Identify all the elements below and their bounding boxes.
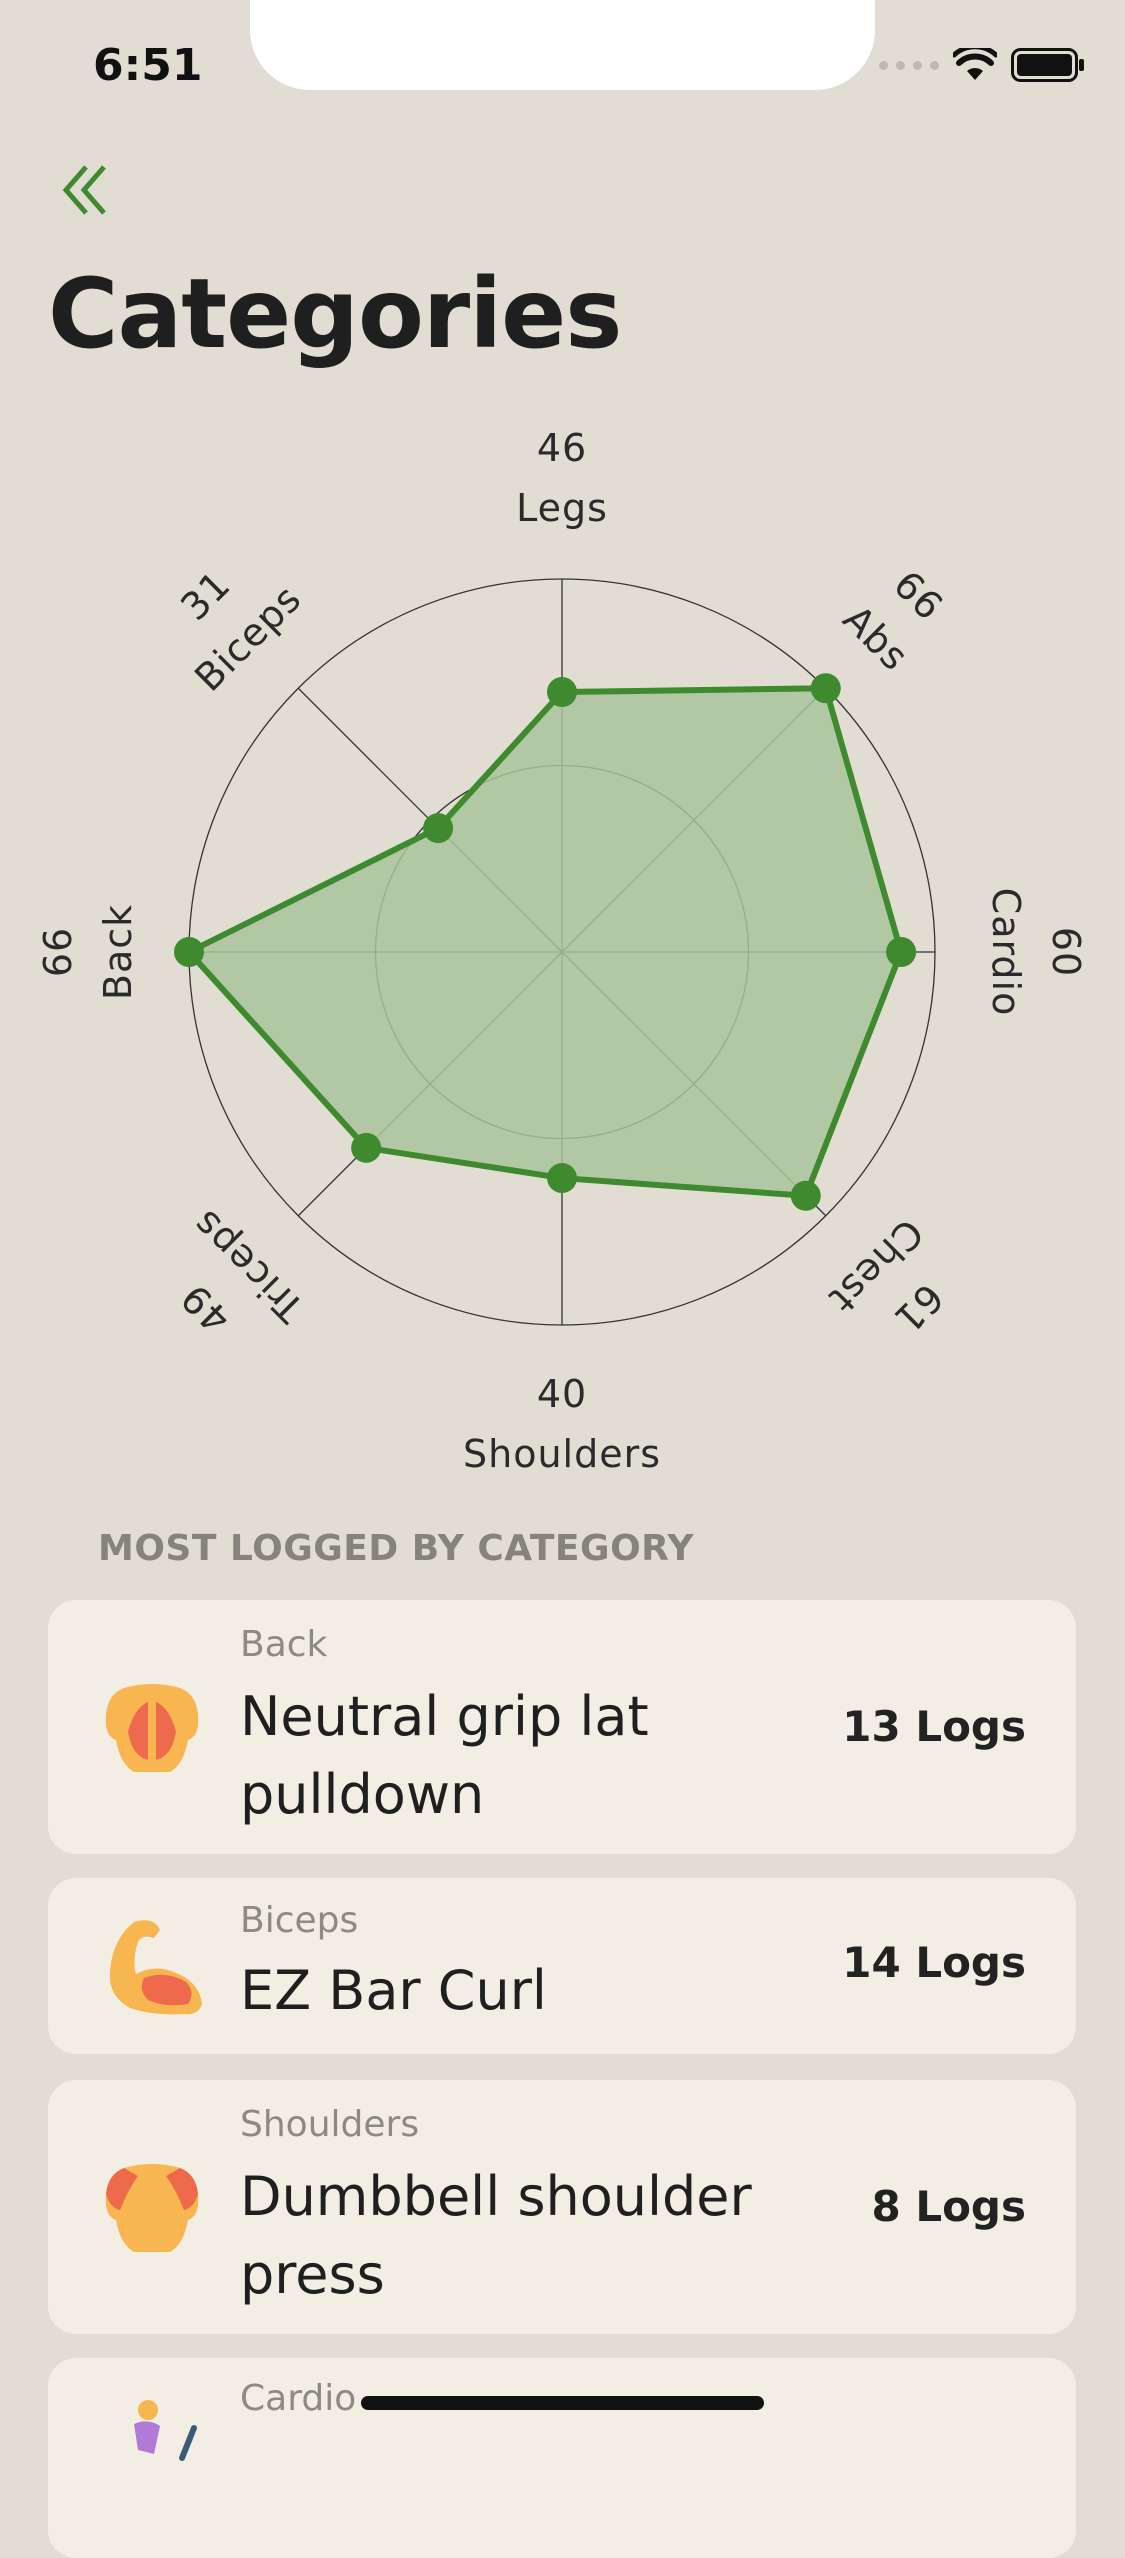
home-indicator: [361, 2396, 764, 2410]
radar-label-cardio: 60 Cardio: [984, 888, 1088, 1017]
status-icons: [879, 48, 1085, 82]
list-item-category: Cardio: [240, 2378, 357, 2419]
radar-data-area: [186, 685, 905, 1199]
radar-point-shoulders: [547, 1163, 577, 1194]
radar-axis-label: Back: [96, 904, 140, 1000]
list-item-category: Biceps: [240, 1900, 359, 1941]
radar-value-label: 60: [1044, 927, 1088, 977]
radar-value-label: 66: [36, 927, 80, 977]
radar-value-label: 46: [537, 426, 587, 470]
radar-value-label: 40: [537, 1372, 587, 1416]
radar-point-biceps: [423, 813, 454, 844]
double-chevron-left-icon: [62, 165, 106, 215]
list-item-name-line1: Neutral grip lat: [240, 1685, 649, 1748]
device-notch: [250, 0, 875, 90]
radar-value-label: 31: [172, 562, 239, 629]
list-item-biceps[interactable]: Biceps EZ Bar Curl 14 Logs: [48, 1878, 1076, 2054]
list-item-logs: 8 Logs: [871, 2182, 1026, 2231]
list-item-logs: 14 Logs: [842, 1938, 1026, 1987]
flexed-bicep-icon: [109, 1920, 202, 2015]
radar-value-label: 61: [885, 1275, 952, 1342]
list-item-name-line1: EZ Bar Curl: [240, 1959, 547, 2022]
back-button[interactable]: [50, 155, 120, 225]
list-item-name-line2: press: [240, 2243, 385, 2306]
battery-icon: [1011, 48, 1084, 82]
radar-point-legs: [547, 677, 577, 708]
radar-value-label: 49: [172, 1275, 239, 1342]
radar-label-back: 66 Back: [36, 904, 140, 1000]
radar-axis-label: Shoulders: [463, 1432, 661, 1476]
list-item-back[interactable]: Back Neutral grip lat pulldown 13 Logs: [48, 1600, 1076, 1854]
list-item-category: Shoulders: [240, 2104, 420, 2145]
wifi-icon: [953, 48, 997, 80]
radar-value-label: 66: [885, 562, 952, 629]
radar-axis-label: Cardio: [984, 888, 1028, 1017]
radar-point-cardio: [886, 937, 917, 967]
radar-point-triceps: [351, 1132, 382, 1163]
page-title: Categories: [48, 258, 622, 370]
list-item-cardio[interactable]: Cardio: [48, 2358, 1076, 2558]
section-title: MOST LOGGED BY CATEGORY: [98, 1528, 694, 1569]
radar-point-chest: [790, 1180, 821, 1211]
shoulder-muscle-icon: [105, 2164, 199, 2252]
back-muscle-icon: [105, 1684, 199, 1772]
radar-label-shoulders: 40 Shoulders: [463, 1372, 661, 1476]
radar-point-abs: [810, 673, 841, 704]
runner-icon: [134, 2400, 197, 2461]
list-item-logs: 13 Logs: [842, 1702, 1026, 1751]
list-item-name-line2: pulldown: [240, 1763, 485, 1826]
radar-point-back: [174, 937, 204, 967]
radar-label-legs: 46 Legs: [516, 426, 608, 530]
list-item-name-line1: Dumbbell shoulder: [240, 2165, 752, 2228]
status-time: 6:51: [93, 40, 203, 91]
cellular-signal-icon: [879, 60, 939, 70]
list-item-category: Back: [240, 1624, 328, 1665]
radar-axis-label: Legs: [516, 486, 608, 530]
list-item-shoulders[interactable]: Shoulders Dumbbell shoulder press 8 Logs: [48, 2080, 1076, 2334]
